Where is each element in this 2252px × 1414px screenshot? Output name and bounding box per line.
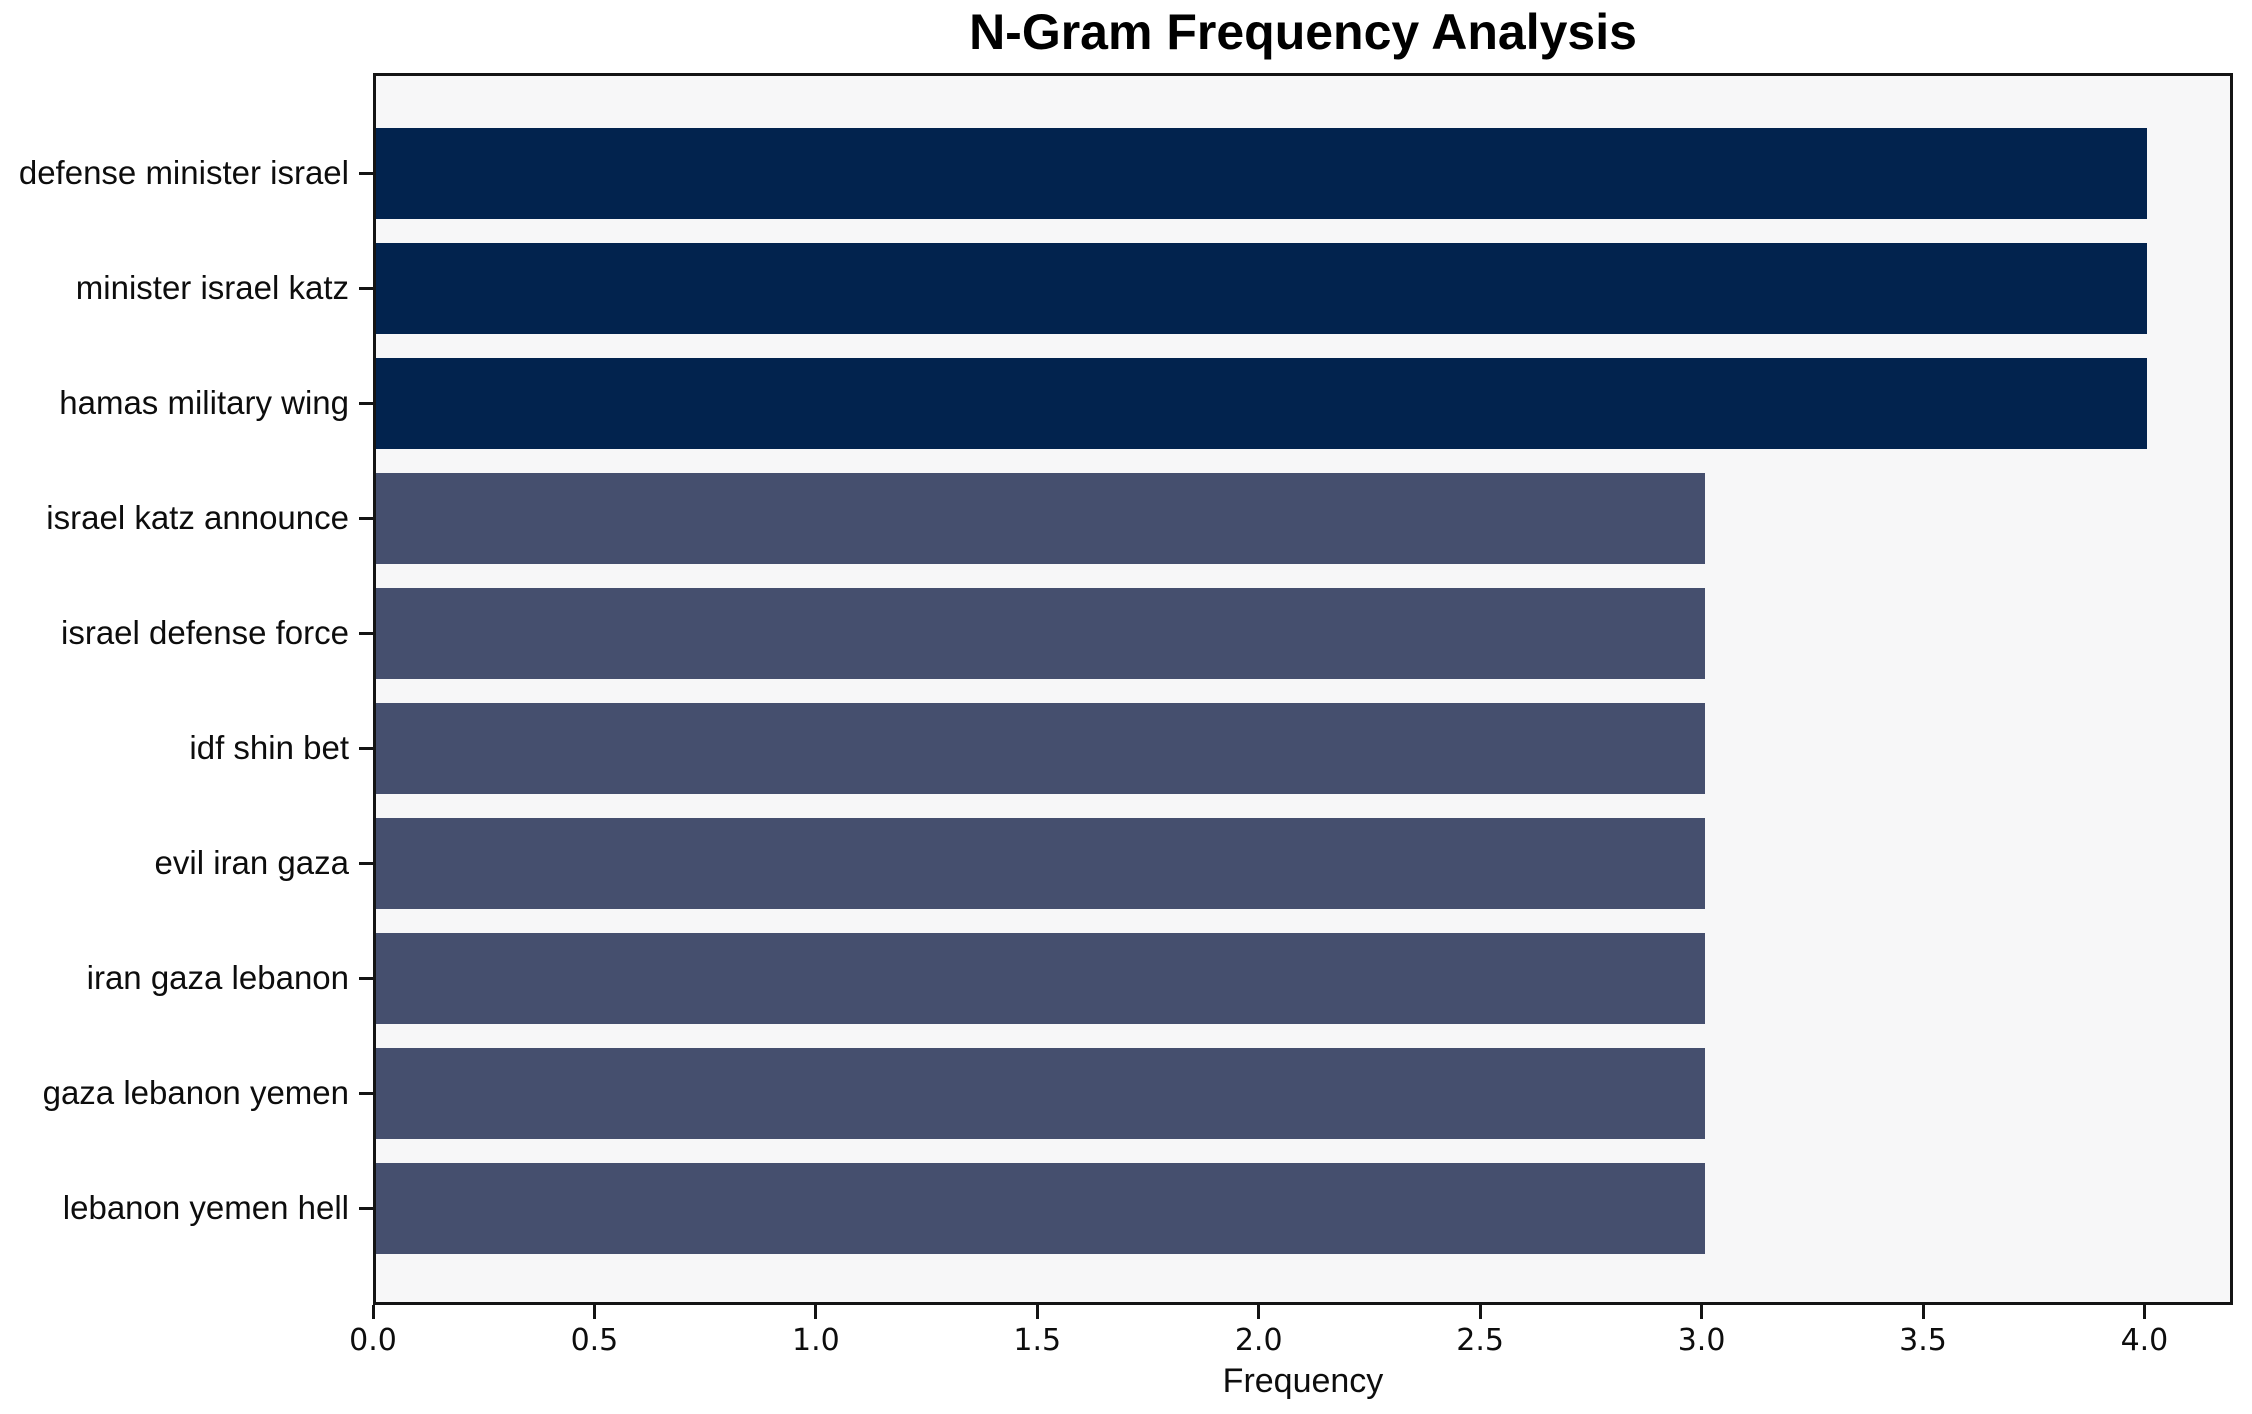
y-tick-label: israel defense force [61, 614, 349, 651]
x-tick-label: 2.5 [1456, 1323, 1504, 1358]
x-axis-tick [1035, 1305, 1039, 1319]
x-tick-label: 3.0 [1677, 1323, 1726, 1358]
frequency-bar [376, 127, 2148, 219]
x-tick-label: 2.0 [1234, 1323, 1283, 1358]
y-axis-tick [359, 861, 373, 865]
x-tick-label: 4.0 [2120, 1323, 2169, 1358]
x-axis-tick [1478, 1305, 1482, 1319]
chart-title: N-Gram Frequency Analysis [969, 4, 1637, 60]
y-tick-label: iran gaza lebanon [86, 959, 349, 996]
frequency-bar [376, 242, 2148, 334]
y-axis-tick [359, 1091, 373, 1095]
x-tick-label: 0.5 [570, 1323, 619, 1358]
frequency-bar [376, 1047, 1705, 1139]
x-tick-label: 1.0 [791, 1323, 840, 1358]
x-axis-tick [592, 1305, 596, 1319]
y-axis-tick [359, 516, 373, 520]
frequency-bar [376, 817, 1705, 909]
x-axis-tick [814, 1305, 818, 1319]
frequency-bar [376, 1162, 1705, 1254]
y-axis-tick [359, 976, 373, 980]
frequency-bar [376, 932, 1705, 1024]
y-axis-tick [359, 631, 373, 635]
y-tick-label: gaza lebanon yemen [42, 1074, 349, 1111]
x-axis-tick [371, 1305, 375, 1319]
x-axis-tick [2142, 1305, 2146, 1319]
y-axis-tick [359, 401, 373, 405]
x-axis-tick [1921, 1305, 1925, 1319]
y-tick-label: israel katz announce [46, 499, 349, 536]
frequency-bar [376, 587, 1705, 679]
x-tick-label: 0.0 [349, 1323, 397, 1358]
frequency-bar [376, 357, 2148, 449]
x-tick-label: 3.5 [1899, 1323, 1947, 1358]
y-tick-label: evil iran gaza [154, 844, 349, 881]
y-axis-tick [359, 1206, 373, 1210]
x-tick-label: 1.5 [1013, 1323, 1062, 1358]
y-tick-label: lebanon yemen hell [62, 1189, 349, 1226]
y-tick-label: defense minister israel [18, 154, 349, 191]
y-tick-label: idf shin bet [189, 729, 349, 766]
plot-area [373, 73, 2233, 1305]
y-axis-tick [359, 286, 373, 290]
y-axis-tick [359, 171, 373, 175]
x-axis-tick [1257, 1305, 1261, 1319]
frequency-bar [376, 702, 1705, 794]
x-axis-tick [1700, 1305, 1704, 1319]
y-tick-label: hamas military wing [59, 384, 349, 421]
frequency-bar [376, 472, 1705, 564]
y-tick-label: minister israel katz [75, 269, 349, 306]
y-axis-tick [359, 746, 373, 750]
x-axis-label: Frequency [1222, 1362, 1384, 1400]
